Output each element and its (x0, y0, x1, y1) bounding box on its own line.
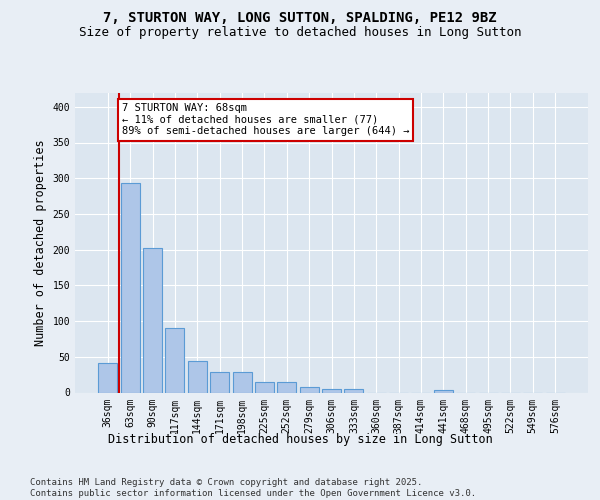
Bar (188, 361, 207, 392)
Y-axis label: Number of detached properties: Number of detached properties (34, 139, 47, 346)
Bar (255, 382, 274, 392)
Text: 7, STURTON WAY, LONG SUTTON, SPALDING, PE12 9BZ: 7, STURTON WAY, LONG SUTTON, SPALDING, P… (103, 11, 497, 25)
Bar (299, 387, 319, 392)
Bar (98, 363, 118, 392)
Bar (344, 389, 364, 392)
Text: Contains HM Land Registry data © Crown copyright and database right 2025.
Contai: Contains HM Land Registry data © Crown c… (30, 478, 476, 498)
Bar (210, 372, 229, 392)
Bar (233, 372, 251, 392)
Bar (143, 248, 162, 392)
Bar (322, 389, 341, 392)
Bar (121, 183, 140, 392)
Text: Distribution of detached houses by size in Long Sutton: Distribution of detached houses by size … (107, 432, 493, 446)
Bar (277, 382, 296, 392)
Text: Size of property relative to detached houses in Long Sutton: Size of property relative to detached ho… (79, 26, 521, 39)
Bar (166, 328, 184, 392)
Text: 7 STURTON WAY: 68sqm
← 11% of detached houses are smaller (77)
89% of semi-detac: 7 STURTON WAY: 68sqm ← 11% of detached h… (122, 103, 409, 136)
Bar (434, 390, 453, 392)
